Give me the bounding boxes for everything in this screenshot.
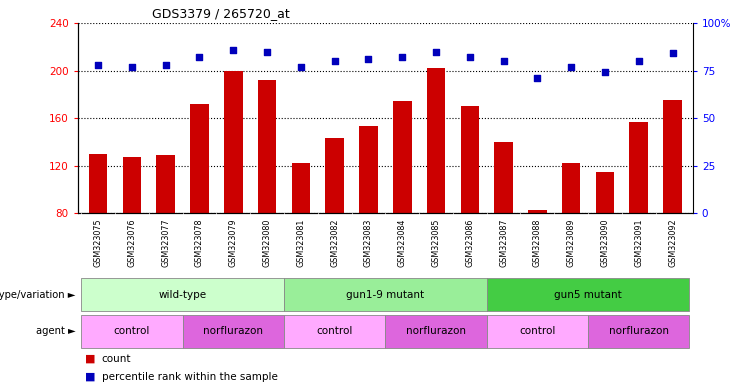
Bar bbox=[122, 157, 142, 213]
Point bbox=[667, 50, 679, 56]
Text: norflurazon: norflurazon bbox=[406, 326, 466, 336]
Text: GSM323090: GSM323090 bbox=[600, 218, 610, 267]
Point bbox=[633, 58, 645, 64]
Point bbox=[193, 54, 205, 60]
Text: GSM323080: GSM323080 bbox=[262, 218, 271, 266]
Bar bbox=[487, 315, 588, 348]
Point bbox=[362, 56, 374, 62]
Point bbox=[430, 48, 442, 55]
Text: GSM323087: GSM323087 bbox=[499, 218, 508, 267]
Point bbox=[498, 58, 510, 64]
Text: percentile rank within the sample: percentile rank within the sample bbox=[102, 372, 277, 382]
Text: GSM323081: GSM323081 bbox=[296, 218, 305, 266]
Bar bbox=[460, 106, 479, 213]
Text: gun5 mutant: gun5 mutant bbox=[554, 290, 622, 300]
Text: agent ►: agent ► bbox=[36, 326, 76, 336]
Bar bbox=[528, 210, 547, 213]
Text: gun1-9 mutant: gun1-9 mutant bbox=[346, 290, 425, 300]
Bar bbox=[89, 154, 107, 213]
Text: norflurazon: norflurazon bbox=[203, 326, 263, 336]
Text: GSM323076: GSM323076 bbox=[127, 218, 136, 267]
Point bbox=[92, 62, 104, 68]
Text: GSM323085: GSM323085 bbox=[431, 218, 440, 267]
Bar bbox=[258, 80, 276, 213]
Point bbox=[599, 70, 611, 76]
Point bbox=[329, 58, 341, 64]
Bar bbox=[182, 315, 284, 348]
Text: GSM323089: GSM323089 bbox=[567, 218, 576, 267]
Text: GSM323091: GSM323091 bbox=[634, 218, 643, 267]
Bar bbox=[663, 100, 682, 213]
Bar bbox=[385, 315, 487, 348]
Text: wild-type: wild-type bbox=[159, 290, 207, 300]
Point bbox=[464, 54, 476, 60]
Bar bbox=[562, 163, 580, 213]
Text: control: control bbox=[316, 326, 353, 336]
Bar bbox=[224, 71, 242, 213]
Bar bbox=[325, 138, 344, 213]
Bar bbox=[588, 315, 689, 348]
Point bbox=[531, 75, 543, 81]
Text: GSM323078: GSM323078 bbox=[195, 218, 204, 267]
Text: GSM323077: GSM323077 bbox=[161, 218, 170, 267]
Bar bbox=[291, 163, 310, 213]
Bar bbox=[427, 68, 445, 213]
Point bbox=[295, 64, 307, 70]
Point bbox=[227, 46, 239, 53]
Text: GSM323082: GSM323082 bbox=[330, 218, 339, 267]
Text: control: control bbox=[113, 326, 150, 336]
Text: ■: ■ bbox=[85, 354, 96, 364]
Text: norflurazon: norflurazon bbox=[609, 326, 669, 336]
Text: GSM323092: GSM323092 bbox=[668, 218, 677, 267]
Point bbox=[160, 62, 172, 68]
Bar bbox=[393, 101, 411, 213]
Point bbox=[396, 54, 408, 60]
Text: GSM323084: GSM323084 bbox=[398, 218, 407, 266]
Bar bbox=[487, 278, 689, 311]
Text: GSM323075: GSM323075 bbox=[93, 218, 102, 267]
Bar bbox=[359, 126, 378, 213]
Bar bbox=[190, 104, 209, 213]
Text: control: control bbox=[519, 326, 556, 336]
Text: GDS3379 / 265720_at: GDS3379 / 265720_at bbox=[152, 7, 289, 20]
Bar bbox=[596, 172, 614, 213]
Bar bbox=[494, 142, 513, 213]
Text: GSM323086: GSM323086 bbox=[465, 218, 474, 266]
Text: GSM323079: GSM323079 bbox=[229, 218, 238, 267]
Point bbox=[126, 64, 138, 70]
Bar bbox=[284, 315, 385, 348]
Text: count: count bbox=[102, 354, 131, 364]
Bar bbox=[156, 155, 175, 213]
Bar bbox=[82, 278, 284, 311]
Bar bbox=[82, 315, 182, 348]
Point bbox=[261, 48, 273, 55]
Text: ■: ■ bbox=[85, 372, 96, 382]
Text: genotype/variation ►: genotype/variation ► bbox=[0, 290, 76, 300]
Bar bbox=[629, 122, 648, 213]
Point bbox=[565, 64, 577, 70]
Bar bbox=[284, 278, 487, 311]
Text: GSM323083: GSM323083 bbox=[364, 218, 373, 266]
Text: GSM323088: GSM323088 bbox=[533, 218, 542, 266]
